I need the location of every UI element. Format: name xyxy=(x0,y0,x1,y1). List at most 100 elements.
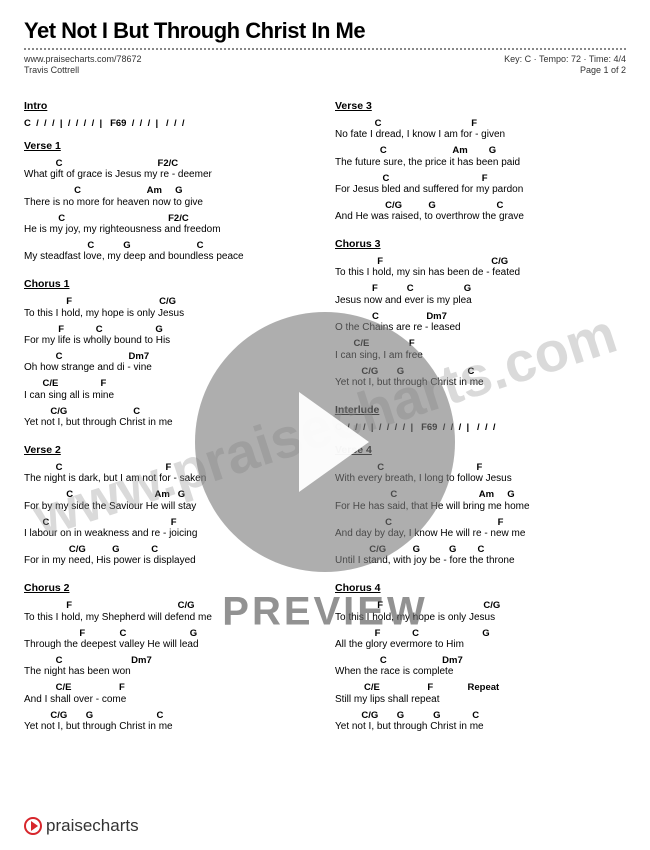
lyric-line: Through the deepest valley He will lead xyxy=(24,639,315,651)
chord-line: F C/G xyxy=(24,600,315,611)
chord-line: C/G G C xyxy=(24,710,315,721)
chord-line: C Dm7 xyxy=(24,655,315,666)
source-url: www.praisecharts.com/78672 xyxy=(24,54,142,64)
right-column: Verse 3 C FNo fate I dread, I know I am … xyxy=(335,89,626,737)
lyric-line: For He has said, that He will bring me h… xyxy=(335,501,626,513)
verse1-label: Verse 1 xyxy=(24,139,61,155)
chorus2-label: Chorus 2 xyxy=(24,581,70,597)
chord-line: C Am G xyxy=(335,145,626,156)
lyric-line: To this I hold, my hope is only Jesus xyxy=(335,612,626,624)
lyric-line: When the race is complete xyxy=(335,666,626,678)
page-number: Page 1 of 2 xyxy=(580,65,626,75)
chord-line: C G C xyxy=(24,240,315,251)
interlude-label: Interlude xyxy=(335,403,379,419)
lyric-line: And day by day, I know He will re - new … xyxy=(335,528,626,540)
chord-line: F C G xyxy=(24,628,315,639)
lyric-line: Oh how strange and di - vine xyxy=(24,362,315,374)
verse3-body: C FNo fate I dread, I know I am for - gi… xyxy=(335,118,626,224)
lyric-line: For by my side the Saviour He will stay xyxy=(24,501,315,513)
lyric-line: Yet not I, but through Christ in me xyxy=(335,377,626,389)
chord-line: C F xyxy=(335,118,626,129)
chorus2-body: F C/GTo this I hold, my Shepherd will de… xyxy=(24,600,315,733)
lyric-line: Yet not I, but through Christ in me xyxy=(24,721,315,733)
logo-icon xyxy=(24,817,42,835)
chord-line: C/E F xyxy=(24,378,315,389)
intro-chords: C / / / | / / / / | F69 / / / | / / / xyxy=(24,118,315,129)
chord-line: C/E F xyxy=(335,338,626,349)
chord-line: C/G G C xyxy=(335,366,626,377)
divider xyxy=(24,48,626,50)
lyric-line: And I shall over - come xyxy=(24,694,315,706)
lyric-line: There is no more for heaven now to give xyxy=(24,197,315,209)
chord-line: C Dm7 xyxy=(24,351,315,362)
lyric-line: O the Chains are re - leased xyxy=(335,322,626,334)
content-columns: Intro C / / / | / / / / | F69 / / / | / … xyxy=(24,89,626,737)
lyric-line: The night has been won xyxy=(24,666,315,678)
verse2-label: Verse 2 xyxy=(24,443,61,459)
chord-line: C Dm7 xyxy=(335,655,626,666)
lyric-line: All the glory evermore to Him xyxy=(335,639,626,651)
lyric-line: The night is dark, but I am not for - sa… xyxy=(24,473,315,485)
song-key-tempo: Key: C · Tempo: 72 · Time: 4/4 xyxy=(504,54,626,64)
chord-line: C/G G G C xyxy=(335,710,626,721)
lyric-line: With every breath, I long to follow Jesu… xyxy=(335,473,626,485)
lyric-line: For in my need, His power is displayed xyxy=(24,555,315,567)
footer-logo[interactable]: praisecharts xyxy=(24,816,139,836)
chord-line: C/G G C xyxy=(335,200,626,211)
chord-line: C Am G xyxy=(24,185,315,196)
lyric-line: No fate I dread, I know I am for - given xyxy=(335,129,626,141)
chorus4-body: F C/GTo this I hold, my hope is only Jes… xyxy=(335,600,626,733)
lyric-line: The future sure, the price it has been p… xyxy=(335,157,626,169)
lyric-line: To this I hold, my sin has been de - fea… xyxy=(335,267,626,279)
lyric-line: For Jesus bled and suffered for my pardo… xyxy=(335,184,626,196)
lyric-line: My steadfast love, my deep and boundless… xyxy=(24,251,315,263)
chord-line: C/G G C xyxy=(24,544,315,555)
verse1-body: C F2/CWhat gift of grace is Jesus my re … xyxy=(24,158,315,264)
artist-name: Travis Cottrell xyxy=(24,65,79,75)
chord-line: F C/G xyxy=(24,296,315,307)
chord-line: C F xyxy=(24,462,315,473)
lyric-line: Still my lips shall repeat xyxy=(335,694,626,706)
lyric-line: To this I hold, my hope is only Jesus xyxy=(24,308,315,320)
verse3-label: Verse 3 xyxy=(335,99,372,115)
chorus3-body: F C/GTo this I hold, my sin has been de … xyxy=(335,256,626,389)
lyric-line: Until I stand, with joy be - fore the th… xyxy=(335,555,626,567)
chord-line: C/E F Repeat xyxy=(335,682,626,693)
chord-line: F C G xyxy=(24,324,315,335)
verse2-body: C FThe night is dark, but I am not for -… xyxy=(24,462,315,568)
chord-line: C F xyxy=(335,462,626,473)
lyric-line: What gift of grace is Jesus my re - deem… xyxy=(24,169,315,181)
chorus1-label: Chorus 1 xyxy=(24,277,70,293)
chord-line: C/E F xyxy=(24,682,315,693)
chord-line: C/G G G C xyxy=(335,544,626,555)
chord-line: C F2/C xyxy=(24,158,315,169)
interlude-chords: C / / / | / / / / | F69 / / / | / / / xyxy=(335,422,626,433)
lyric-line: I labour on in weakness and re - joicing xyxy=(24,528,315,540)
chord-line: C F xyxy=(335,173,626,184)
chord-line: F C G xyxy=(335,628,626,639)
chorus4-label: Chorus 4 xyxy=(335,581,381,597)
lyric-line: Yet not I, but through Christ in me xyxy=(335,721,626,733)
chorus3-label: Chorus 3 xyxy=(335,237,381,253)
verse4-label: Verse 4 xyxy=(335,443,372,459)
chord-line: C Dm7 xyxy=(335,311,626,322)
lyric-line: He is my joy, my righteousness and freed… xyxy=(24,224,315,236)
intro-label: Intro xyxy=(24,99,47,115)
footer-brand: praisecharts xyxy=(46,816,139,836)
lyric-line: To this I hold, my Shepherd will defend … xyxy=(24,612,315,624)
chord-line: F C/G xyxy=(335,256,626,267)
chorus1-body: F C/GTo this I hold, my hope is only Jes… xyxy=(24,296,315,429)
chord-line: C F xyxy=(335,517,626,528)
chord-line: C F xyxy=(24,517,315,528)
lyric-line: Jesus now and ever is my plea xyxy=(335,295,626,307)
chord-line: C Am G xyxy=(335,489,626,500)
chord-line: C/G C xyxy=(24,406,315,417)
chord-line: C F2/C xyxy=(24,213,315,224)
left-column: Intro C / / / | / / / / | F69 / / / | / … xyxy=(24,89,315,737)
verse4-body: C FWith every breath, I long to follow J… xyxy=(335,462,626,568)
lyric-line: I can sing all is mine xyxy=(24,390,315,402)
chord-line: C Am G xyxy=(24,489,315,500)
chord-line: F C/G xyxy=(335,600,626,611)
chord-line: F C G xyxy=(335,283,626,294)
lyric-line: I can sing, I am free xyxy=(335,350,626,362)
